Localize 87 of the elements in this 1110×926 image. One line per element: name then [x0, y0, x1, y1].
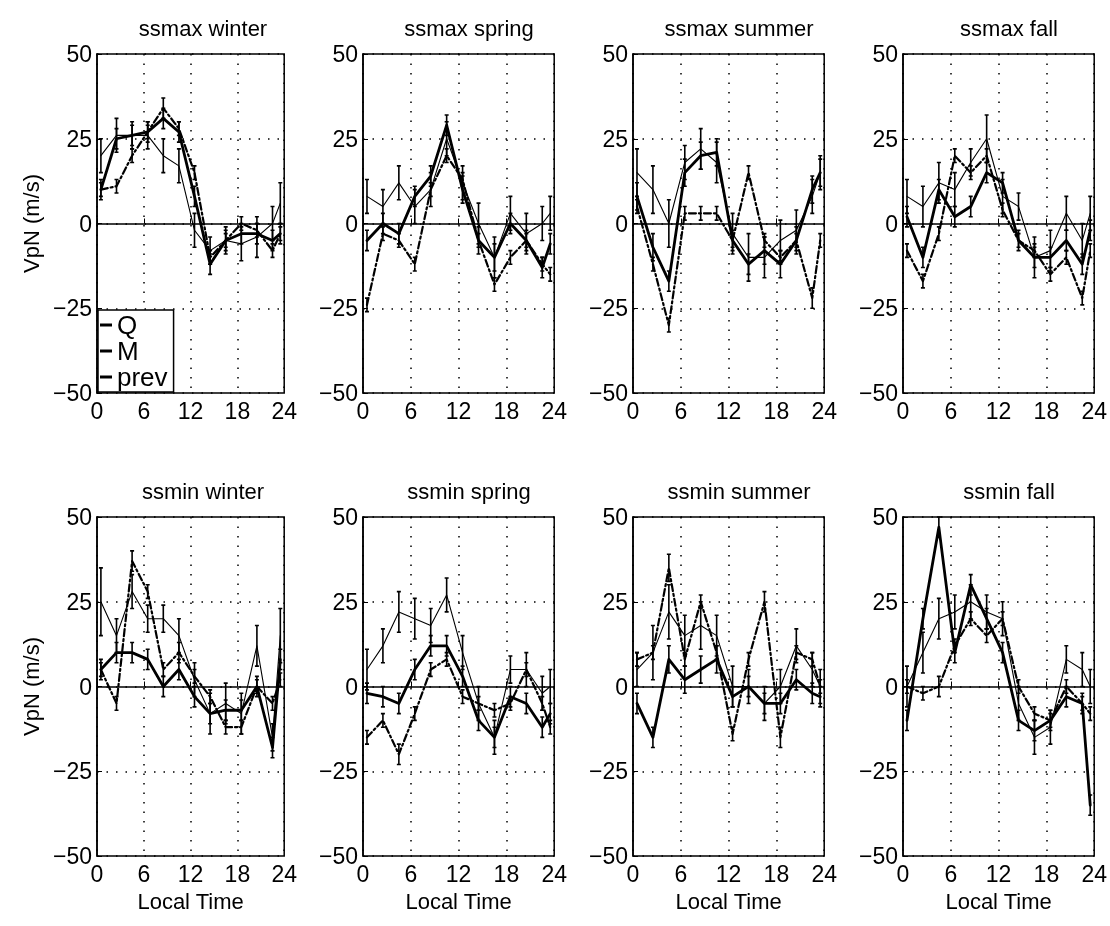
x-axis-title: Local Time	[405, 888, 512, 914]
x-tick-label: 18	[1033, 397, 1060, 424]
x-tick-label: 6	[404, 397, 418, 424]
x-tick-label: 24	[1081, 397, 1108, 424]
y-tick-label: −50	[318, 843, 358, 869]
y-tick-label: −25	[318, 295, 358, 322]
x-tick-label: 18	[224, 860, 251, 887]
x-tick-label: 18	[763, 397, 790, 424]
y-tick-label: 25	[66, 125, 92, 152]
x-tick-label: 18	[763, 860, 790, 887]
chart-title: ssmin spring	[407, 478, 531, 504]
y-tick-label: −50	[588, 380, 628, 406]
y-tick-label: −25	[858, 758, 898, 785]
y-tick-label: −25	[52, 758, 92, 785]
chart-title: ssmax fall	[960, 15, 1058, 41]
y-tick-label: −50	[318, 380, 358, 406]
x-tick-label: 6	[404, 860, 418, 887]
x-tick-label: 6	[944, 397, 958, 424]
y-tick-label: 25	[872, 125, 898, 152]
y-tick-label: 50	[602, 504, 628, 530]
x-tick-label: 18	[493, 397, 520, 424]
x-tick-label: 12	[985, 860, 1012, 887]
x-axis-title: Local Time	[675, 888, 782, 914]
x-tick-label: 12	[177, 397, 204, 424]
y-tick-label: −50	[52, 843, 92, 869]
y-tick-label: 25	[332, 125, 358, 152]
y-tick-label: 0	[885, 673, 898, 700]
x-axis-title: Local Time	[137, 888, 244, 914]
y-tick-label: −50	[588, 843, 628, 869]
y-tick-label: 25	[872, 588, 898, 615]
x-tick-label: 12	[715, 397, 742, 424]
y-tick-label: 0	[79, 210, 92, 237]
x-tick-label: 18	[224, 397, 251, 424]
y-tick-label: 50	[332, 504, 358, 530]
x-tick-label: 18	[1033, 860, 1060, 887]
chart-title: ssmin summer	[667, 478, 811, 504]
x-tick-label: 24	[271, 397, 298, 424]
x-tick-label: 12	[985, 397, 1012, 424]
y-tick-label: −25	[52, 295, 92, 322]
chart-title: ssmin fall	[963, 478, 1055, 504]
y-tick-label: 50	[332, 41, 358, 67]
y-tick-label: 25	[66, 588, 92, 615]
x-tick-label: 6	[674, 397, 688, 424]
x-tick-label: 6	[137, 397, 151, 424]
y-tick-label: 25	[602, 125, 628, 152]
x-tick-label: 12	[177, 860, 204, 887]
x-tick-label: 24	[811, 860, 838, 887]
x-tick-label: 12	[715, 860, 742, 887]
x-tick-label: 12	[445, 860, 472, 887]
x-tick-label: 18	[493, 860, 520, 887]
x-axis-title: Local Time	[945, 888, 1052, 914]
x-tick-label: 12	[445, 397, 472, 424]
y-tick-label: 0	[79, 673, 92, 700]
chart-title: ssmax summer	[664, 15, 814, 41]
y-tick-label: 25	[602, 588, 628, 615]
y-tick-label: 0	[615, 673, 628, 700]
x-tick-label: 6	[944, 860, 958, 887]
y-tick-label: −25	[588, 295, 628, 322]
y-tick-label: −25	[858, 295, 898, 322]
x-tick-label: 24	[1081, 860, 1108, 887]
y-tick-label: 50	[66, 41, 92, 67]
y-tick-label: 50	[66, 504, 92, 530]
x-tick-label: 24	[541, 860, 568, 887]
y-tick-label: 25	[332, 588, 358, 615]
chart-title: ssmax spring	[404, 15, 534, 41]
y-tick-label: −50	[858, 843, 898, 869]
chart-title: ssmin winter	[141, 478, 265, 504]
y-tick-label: 0	[345, 210, 358, 237]
x-tick-label: 24	[271, 860, 298, 887]
y-tick-label: 50	[602, 41, 628, 67]
y-tick-label: −50	[858, 380, 898, 406]
x-tick-label: 24	[811, 397, 838, 424]
y-tick-label: 0	[885, 210, 898, 237]
y-tick-label: 0	[345, 673, 358, 700]
y-axis-title: VpN (m/s)	[18, 637, 44, 736]
y-tick-label: −50	[52, 380, 92, 406]
y-tick-label: 50	[872, 504, 898, 530]
x-tick-label: 24	[541, 397, 568, 424]
y-tick-label: 0	[615, 210, 628, 237]
x-tick-label: 6	[137, 860, 151, 887]
y-tick-label: 50	[872, 41, 898, 67]
chart-title: ssmax winter	[138, 15, 268, 41]
x-tick-label: 6	[674, 860, 688, 887]
y-axis-title: VpN (m/s)	[18, 174, 44, 273]
y-tick-label: −25	[588, 758, 628, 785]
y-tick-label: −25	[318, 758, 358, 785]
legend-label: prev	[117, 362, 168, 392]
